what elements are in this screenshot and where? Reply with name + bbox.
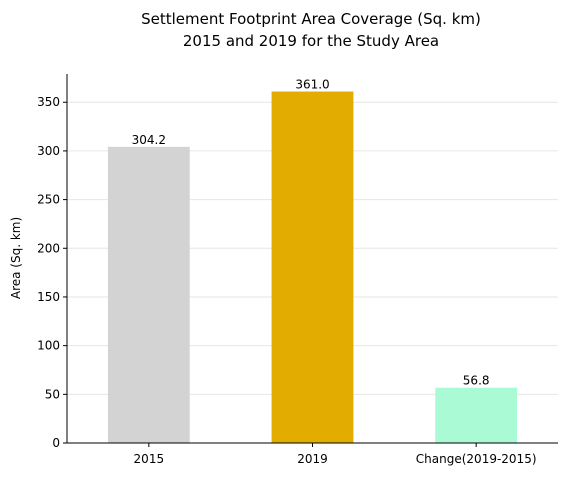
y-axis-label: Area (Sq. km) <box>9 217 23 299</box>
x-ticks: 2015 2019 Change(2019-2015) <box>134 443 537 466</box>
x-tick-label: Change(2019-2015) <box>416 452 537 466</box>
y-tick-label: 0 <box>52 436 60 450</box>
y-tick-label: 300 <box>37 144 60 158</box>
bars <box>107 91 518 444</box>
bar-value-label: 304.2 <box>132 133 166 147</box>
y-tick-label: 100 <box>37 339 60 353</box>
x-tick-label: 2019 <box>297 452 328 466</box>
chart-title-line1: Settlement Footprint Area Coverage (Sq. … <box>141 10 481 28</box>
y-tick-label: 50 <box>45 387 60 401</box>
bar-2 <box>435 387 518 443</box>
bar-1 <box>271 91 354 444</box>
bar-0 <box>107 146 190 443</box>
y-tick-label: 250 <box>37 193 60 207</box>
bar-value-label: 56.8 <box>463 374 490 388</box>
chart-title-line2: 2015 and 2019 for the Study Area <box>183 32 439 50</box>
y-ticks: 0 50 100 150 200 250 300 350 <box>37 95 67 450</box>
y-tick-label: 350 <box>37 95 60 109</box>
y-tick-label: 150 <box>37 290 60 304</box>
bar-value-label: 361.0 <box>295 78 329 92</box>
value-labels: 304.2 361.0 56.8 <box>132 78 490 388</box>
x-tick-label: 2015 <box>134 452 165 466</box>
y-tick-label: 200 <box>37 241 60 255</box>
